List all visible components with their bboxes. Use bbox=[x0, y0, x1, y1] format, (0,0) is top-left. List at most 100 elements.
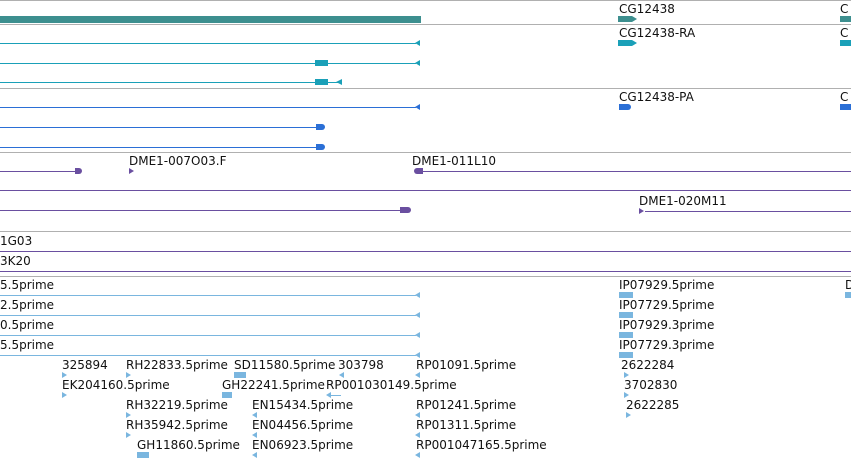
transcript-line[interactable] bbox=[0, 63, 416, 64]
est-line[interactable] bbox=[331, 395, 341, 396]
gene-feature-block[interactable] bbox=[840, 16, 851, 22]
est-block[interactable] bbox=[137, 452, 149, 458]
bac-label[interactable]: 3K20 bbox=[0, 254, 31, 268]
est-label[interactable]: EN04456.5prime bbox=[252, 418, 354, 432]
strand-arrow-icon bbox=[624, 372, 629, 378]
clone-label[interactable]: DME1-007O03.F bbox=[129, 154, 227, 168]
gene-feature-block[interactable] bbox=[618, 16, 632, 22]
est-label[interactable]: RP001047165.5prime bbox=[416, 438, 547, 452]
est-label[interactable]: EK204160.5prime bbox=[62, 378, 170, 392]
est-line[interactable] bbox=[0, 355, 416, 356]
est-label[interactable]: 5.5prime bbox=[0, 338, 55, 352]
est-label[interactable]: 2.5prime bbox=[0, 298, 55, 312]
est-block[interactable] bbox=[845, 292, 851, 298]
strand-arrow-icon bbox=[624, 392, 629, 398]
est-label[interactable]: RH22833.5prime bbox=[126, 358, 228, 372]
est-line[interactable] bbox=[0, 315, 416, 316]
est-label[interactable]: EN15434.5prime bbox=[252, 398, 354, 412]
est-block[interactable] bbox=[222, 392, 232, 398]
est-block[interactable] bbox=[619, 312, 633, 318]
est-label[interactable]: 303798 bbox=[338, 358, 384, 372]
clone-block[interactable] bbox=[400, 207, 411, 213]
est-block[interactable] bbox=[619, 332, 633, 338]
transcript-line[interactable] bbox=[0, 82, 338, 83]
protein-label[interactable]: C bbox=[840, 90, 849, 104]
clone-line[interactable] bbox=[0, 171, 80, 172]
est-label[interactable]: RH32219.5prime bbox=[126, 398, 228, 412]
est-block[interactable] bbox=[619, 292, 633, 298]
est-label[interactable]: RH35942.5prime bbox=[126, 418, 228, 432]
est-label[interactable]: 3702830 bbox=[624, 378, 678, 392]
strand-arrow-icon bbox=[632, 16, 637, 22]
protein-exon[interactable] bbox=[316, 144, 325, 150]
transcript-label[interactable]: C bbox=[840, 26, 849, 40]
strand-arrow-icon bbox=[415, 60, 420, 66]
gene-feature-bar[interactable] bbox=[0, 16, 421, 23]
est-label[interactable]: 0.5prime bbox=[0, 318, 55, 332]
strand-arrow-icon bbox=[415, 432, 420, 438]
transcript-exon[interactable] bbox=[315, 60, 328, 66]
bac-label[interactable]: 1G03 bbox=[0, 234, 33, 248]
est-label[interactable]: D bbox=[845, 278, 851, 292]
est-block[interactable] bbox=[619, 352, 633, 358]
gene-label[interactable]: CG12438 bbox=[619, 2, 675, 16]
transcript-exon[interactable] bbox=[315, 79, 328, 85]
clone-line[interactable] bbox=[0, 210, 404, 211]
transcript-exon[interactable] bbox=[618, 40, 632, 46]
strand-arrow-icon bbox=[126, 412, 131, 418]
bac-line[interactable] bbox=[0, 271, 851, 272]
est-label[interactable]: RP01241.5prime bbox=[416, 398, 517, 412]
strand-arrow-icon bbox=[62, 392, 67, 398]
transcript-line[interactable] bbox=[0, 43, 416, 44]
est-label[interactable]: RP01091.5prime bbox=[416, 358, 517, 372]
track-separator bbox=[0, 231, 851, 232]
est-label[interactable]: GH11860.5prime bbox=[137, 438, 240, 452]
bac-line[interactable] bbox=[0, 251, 851, 252]
est-label[interactable]: IP07929.5prime bbox=[619, 278, 715, 292]
track-separator bbox=[0, 0, 851, 1]
clone-line[interactable] bbox=[421, 171, 851, 172]
est-label[interactable]: 2622284 bbox=[621, 358, 675, 372]
est-line[interactable] bbox=[0, 295, 416, 296]
protein-exon[interactable] bbox=[619, 104, 631, 110]
est-block[interactable] bbox=[234, 372, 246, 378]
strand-arrow-icon bbox=[415, 372, 420, 378]
clone-label[interactable]: DME1-011L10 bbox=[412, 154, 496, 168]
gene-label[interactable]: C bbox=[840, 2, 849, 16]
est-label[interactable]: 5.5prime bbox=[0, 278, 55, 292]
strand-arrow-icon bbox=[129, 168, 134, 174]
est-label[interactable]: 325894 bbox=[62, 358, 108, 372]
transcript-label[interactable]: CG12438-RA bbox=[619, 26, 696, 40]
est-label[interactable]: IP07929.3prime bbox=[619, 318, 715, 332]
protein-line[interactable] bbox=[0, 147, 318, 148]
clone-line[interactable] bbox=[645, 211, 851, 212]
track-separator bbox=[0, 88, 851, 89]
strand-arrow-icon bbox=[336, 79, 342, 85]
strand-arrow-icon bbox=[415, 292, 420, 298]
protein-line[interactable] bbox=[0, 107, 416, 108]
strand-arrow-icon bbox=[415, 452, 420, 458]
transcript-exon[interactable] bbox=[840, 40, 851, 46]
clone-block[interactable] bbox=[75, 168, 82, 174]
est-label[interactable]: GH22241.5prime bbox=[222, 378, 325, 392]
est-label[interactable]: EN06923.5prime bbox=[252, 438, 354, 452]
clone-line[interactable] bbox=[0, 190, 851, 191]
est-label[interactable]: IP07729.5prime bbox=[619, 298, 715, 312]
protein-exon[interactable] bbox=[316, 124, 325, 130]
est-line[interactable] bbox=[0, 335, 416, 336]
est-label[interactable]: RP001030149.5prime bbox=[326, 378, 457, 392]
protein-line[interactable] bbox=[0, 127, 318, 128]
strand-arrow-icon bbox=[252, 412, 257, 418]
strand-arrow-icon bbox=[639, 208, 644, 214]
est-label[interactable]: RP01311.5prime bbox=[416, 418, 517, 432]
track-separator bbox=[0, 276, 851, 277]
est-label[interactable]: 2622285 bbox=[626, 398, 680, 412]
strand-arrow-icon bbox=[126, 432, 131, 438]
est-label[interactable]: IP07729.3prime bbox=[619, 338, 715, 352]
strand-arrow-icon bbox=[632, 40, 637, 46]
est-label[interactable]: SD11580.5prime bbox=[234, 358, 336, 372]
protein-exon[interactable] bbox=[840, 104, 851, 110]
clone-label[interactable]: DME1-020M11 bbox=[639, 194, 727, 208]
clone-block[interactable] bbox=[414, 168, 423, 174]
protein-label[interactable]: CG12438-PA bbox=[619, 90, 694, 104]
